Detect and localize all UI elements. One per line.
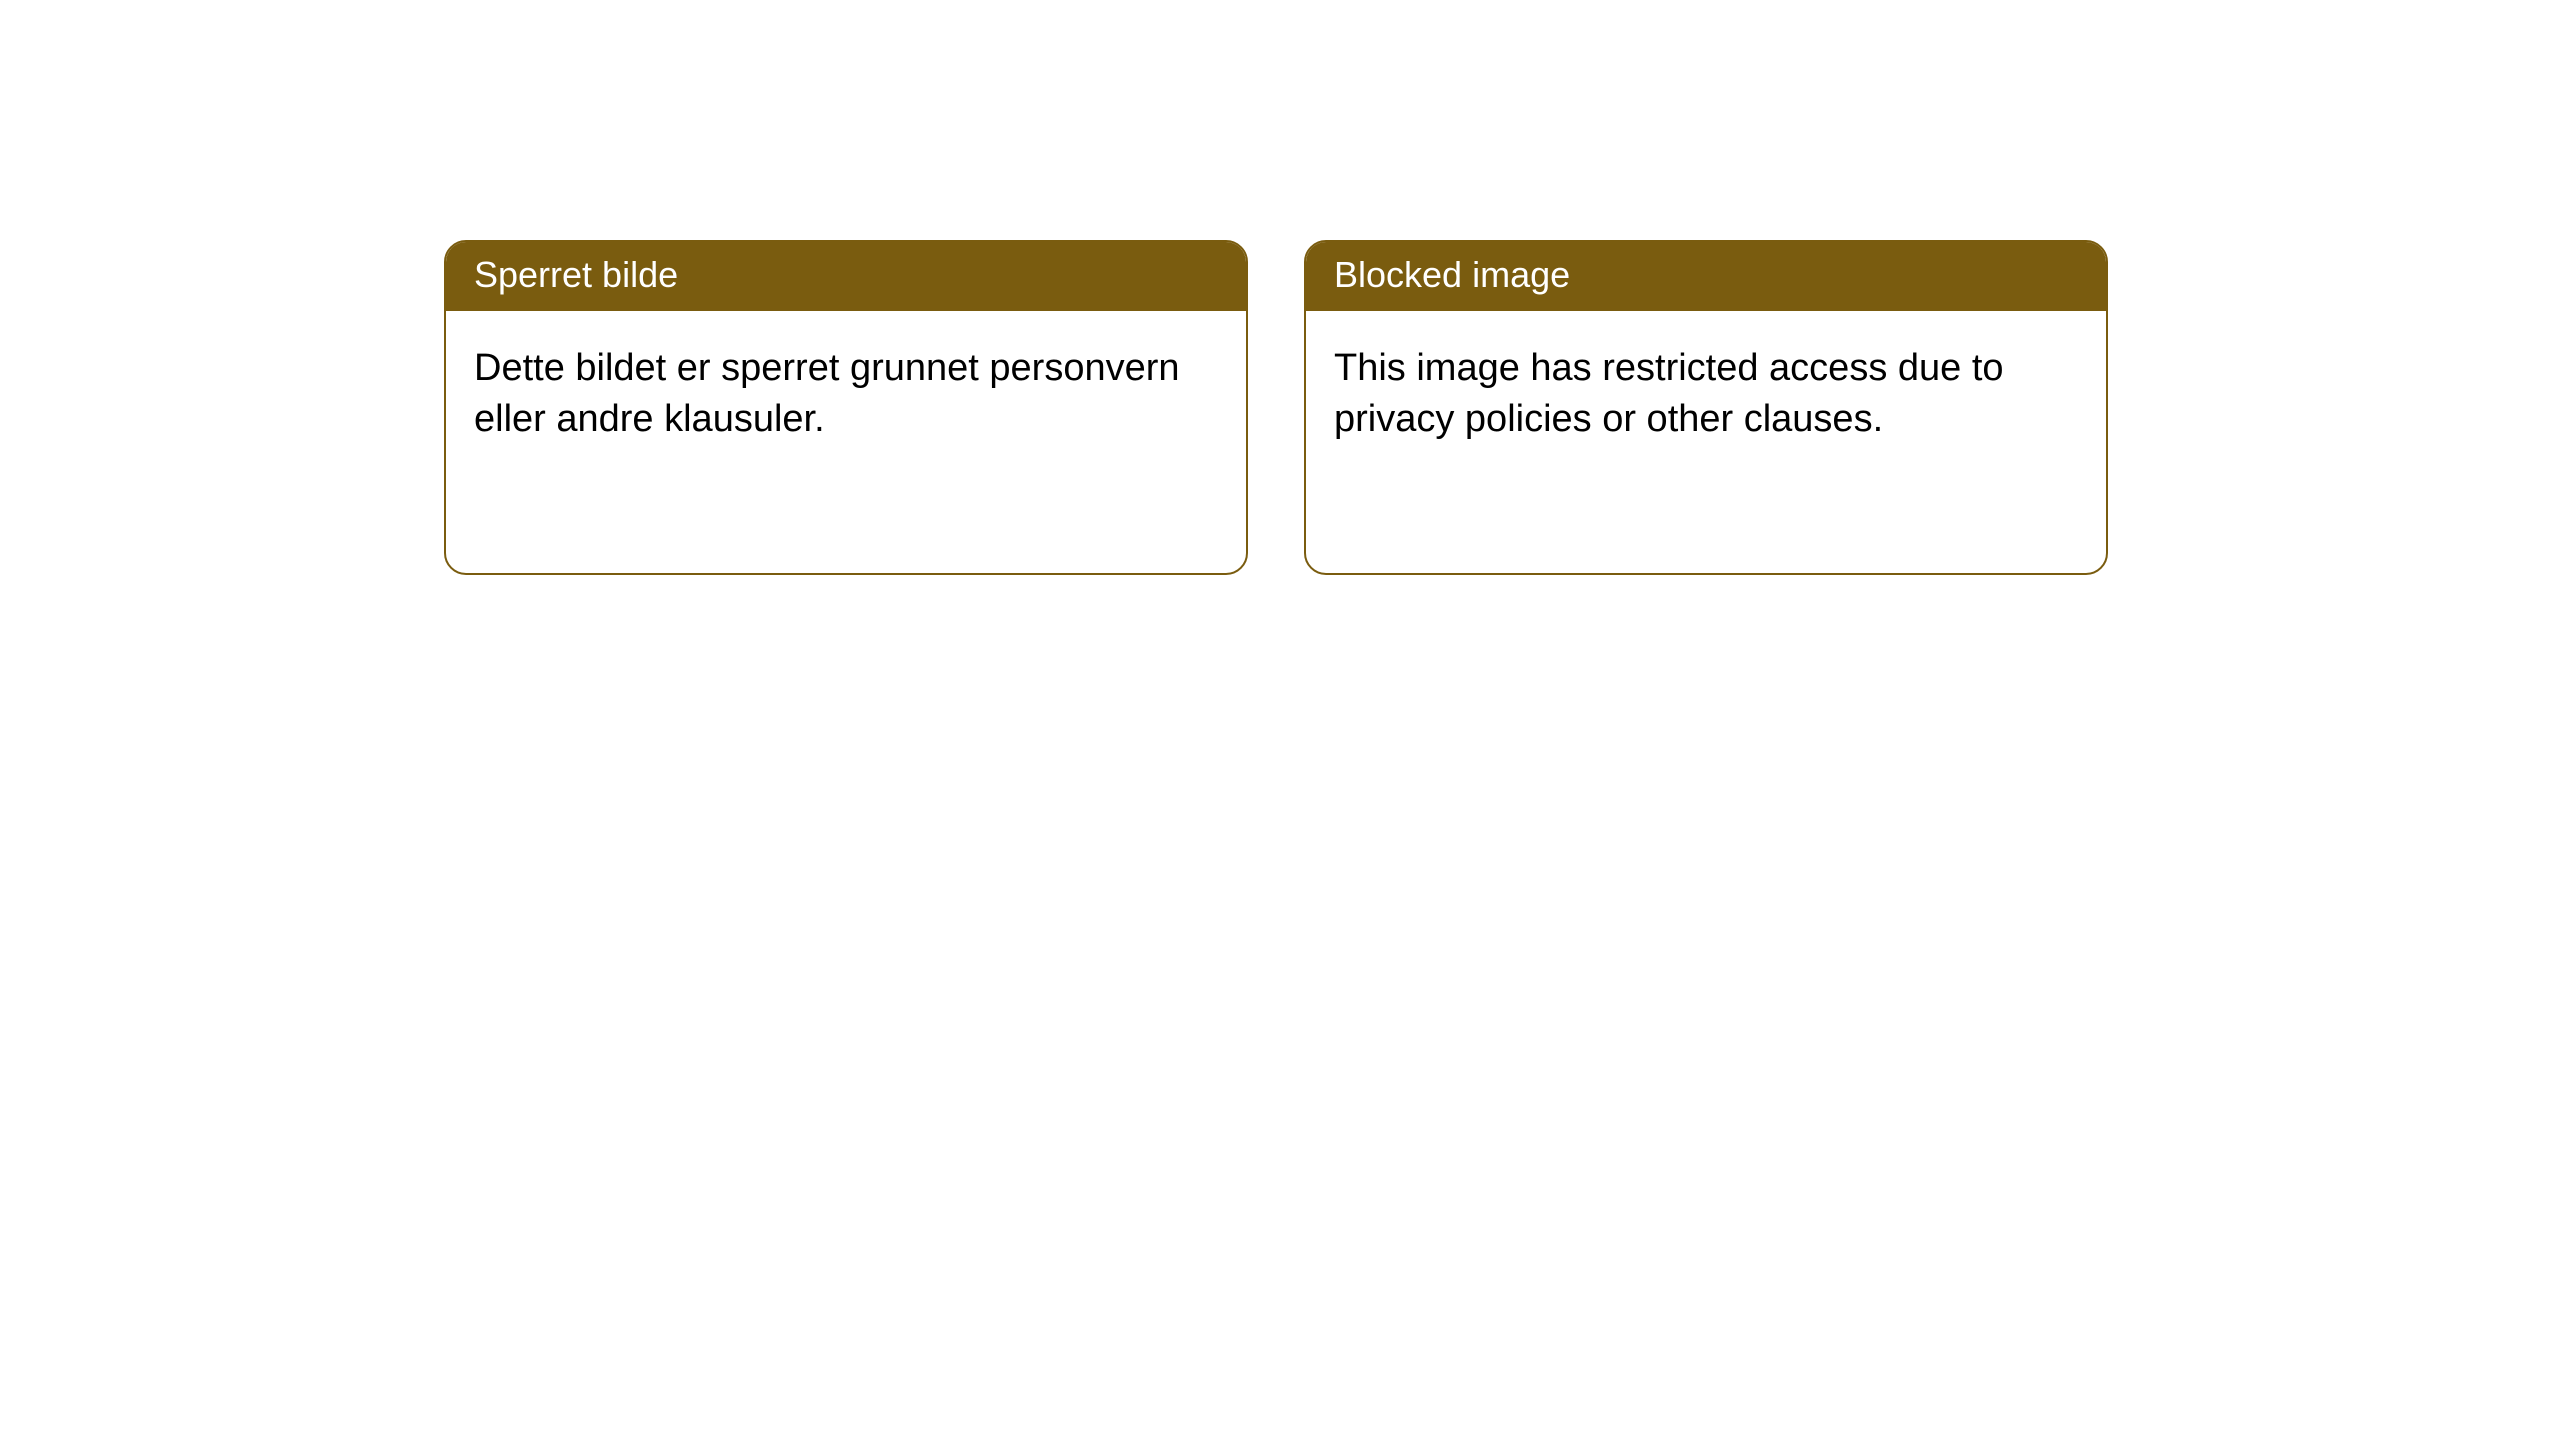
card-title-english: Blocked image [1306, 242, 2106, 311]
card-body-norwegian: Dette bildet er sperret grunnet personve… [446, 311, 1246, 478]
notice-container: Sperret bilde Dette bildet er sperret gr… [0, 0, 2560, 575]
card-body-english: This image has restricted access due to … [1306, 311, 2106, 478]
blocked-image-card-norwegian: Sperret bilde Dette bildet er sperret gr… [444, 240, 1248, 575]
card-title-norwegian: Sperret bilde [446, 242, 1246, 311]
blocked-image-card-english: Blocked image This image has restricted … [1304, 240, 2108, 575]
